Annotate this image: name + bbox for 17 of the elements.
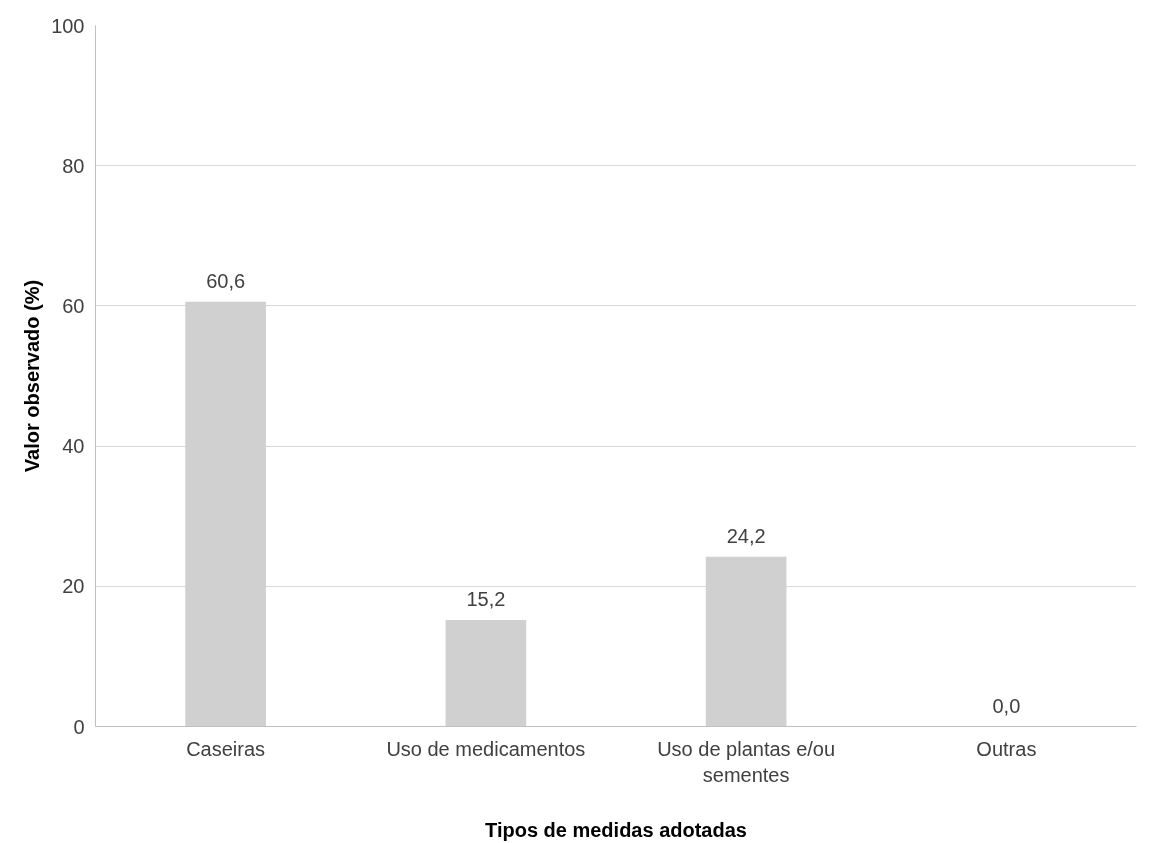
y-tick-label: 0 (73, 715, 85, 738)
data-label: 60,6 (206, 269, 246, 292)
bar (445, 619, 527, 727)
x-tick-label: Uso de medicamentos (386, 737, 586, 760)
x-axis-title: Tipos de medidas adotadas (485, 818, 747, 841)
x-tick-label: Caseiras (186, 737, 266, 760)
x-tick-label: Uso de plantas e/ou sementes (657, 737, 836, 786)
y-tick-label: 40 (62, 435, 85, 458)
data-label: 0,0 (992, 694, 1021, 717)
data-label: 15,2 (466, 587, 506, 610)
y-tick-label: 100 (51, 14, 85, 37)
y-tick-label: 20 (62, 575, 85, 598)
data-label: 24,2 (726, 524, 766, 547)
x-tick-label: Outras (976, 737, 1037, 760)
y-axis-title: Valor observado (%) (21, 279, 44, 473)
y-tick-label: 60 (62, 294, 85, 317)
y-tick-label: 80 (62, 154, 85, 177)
